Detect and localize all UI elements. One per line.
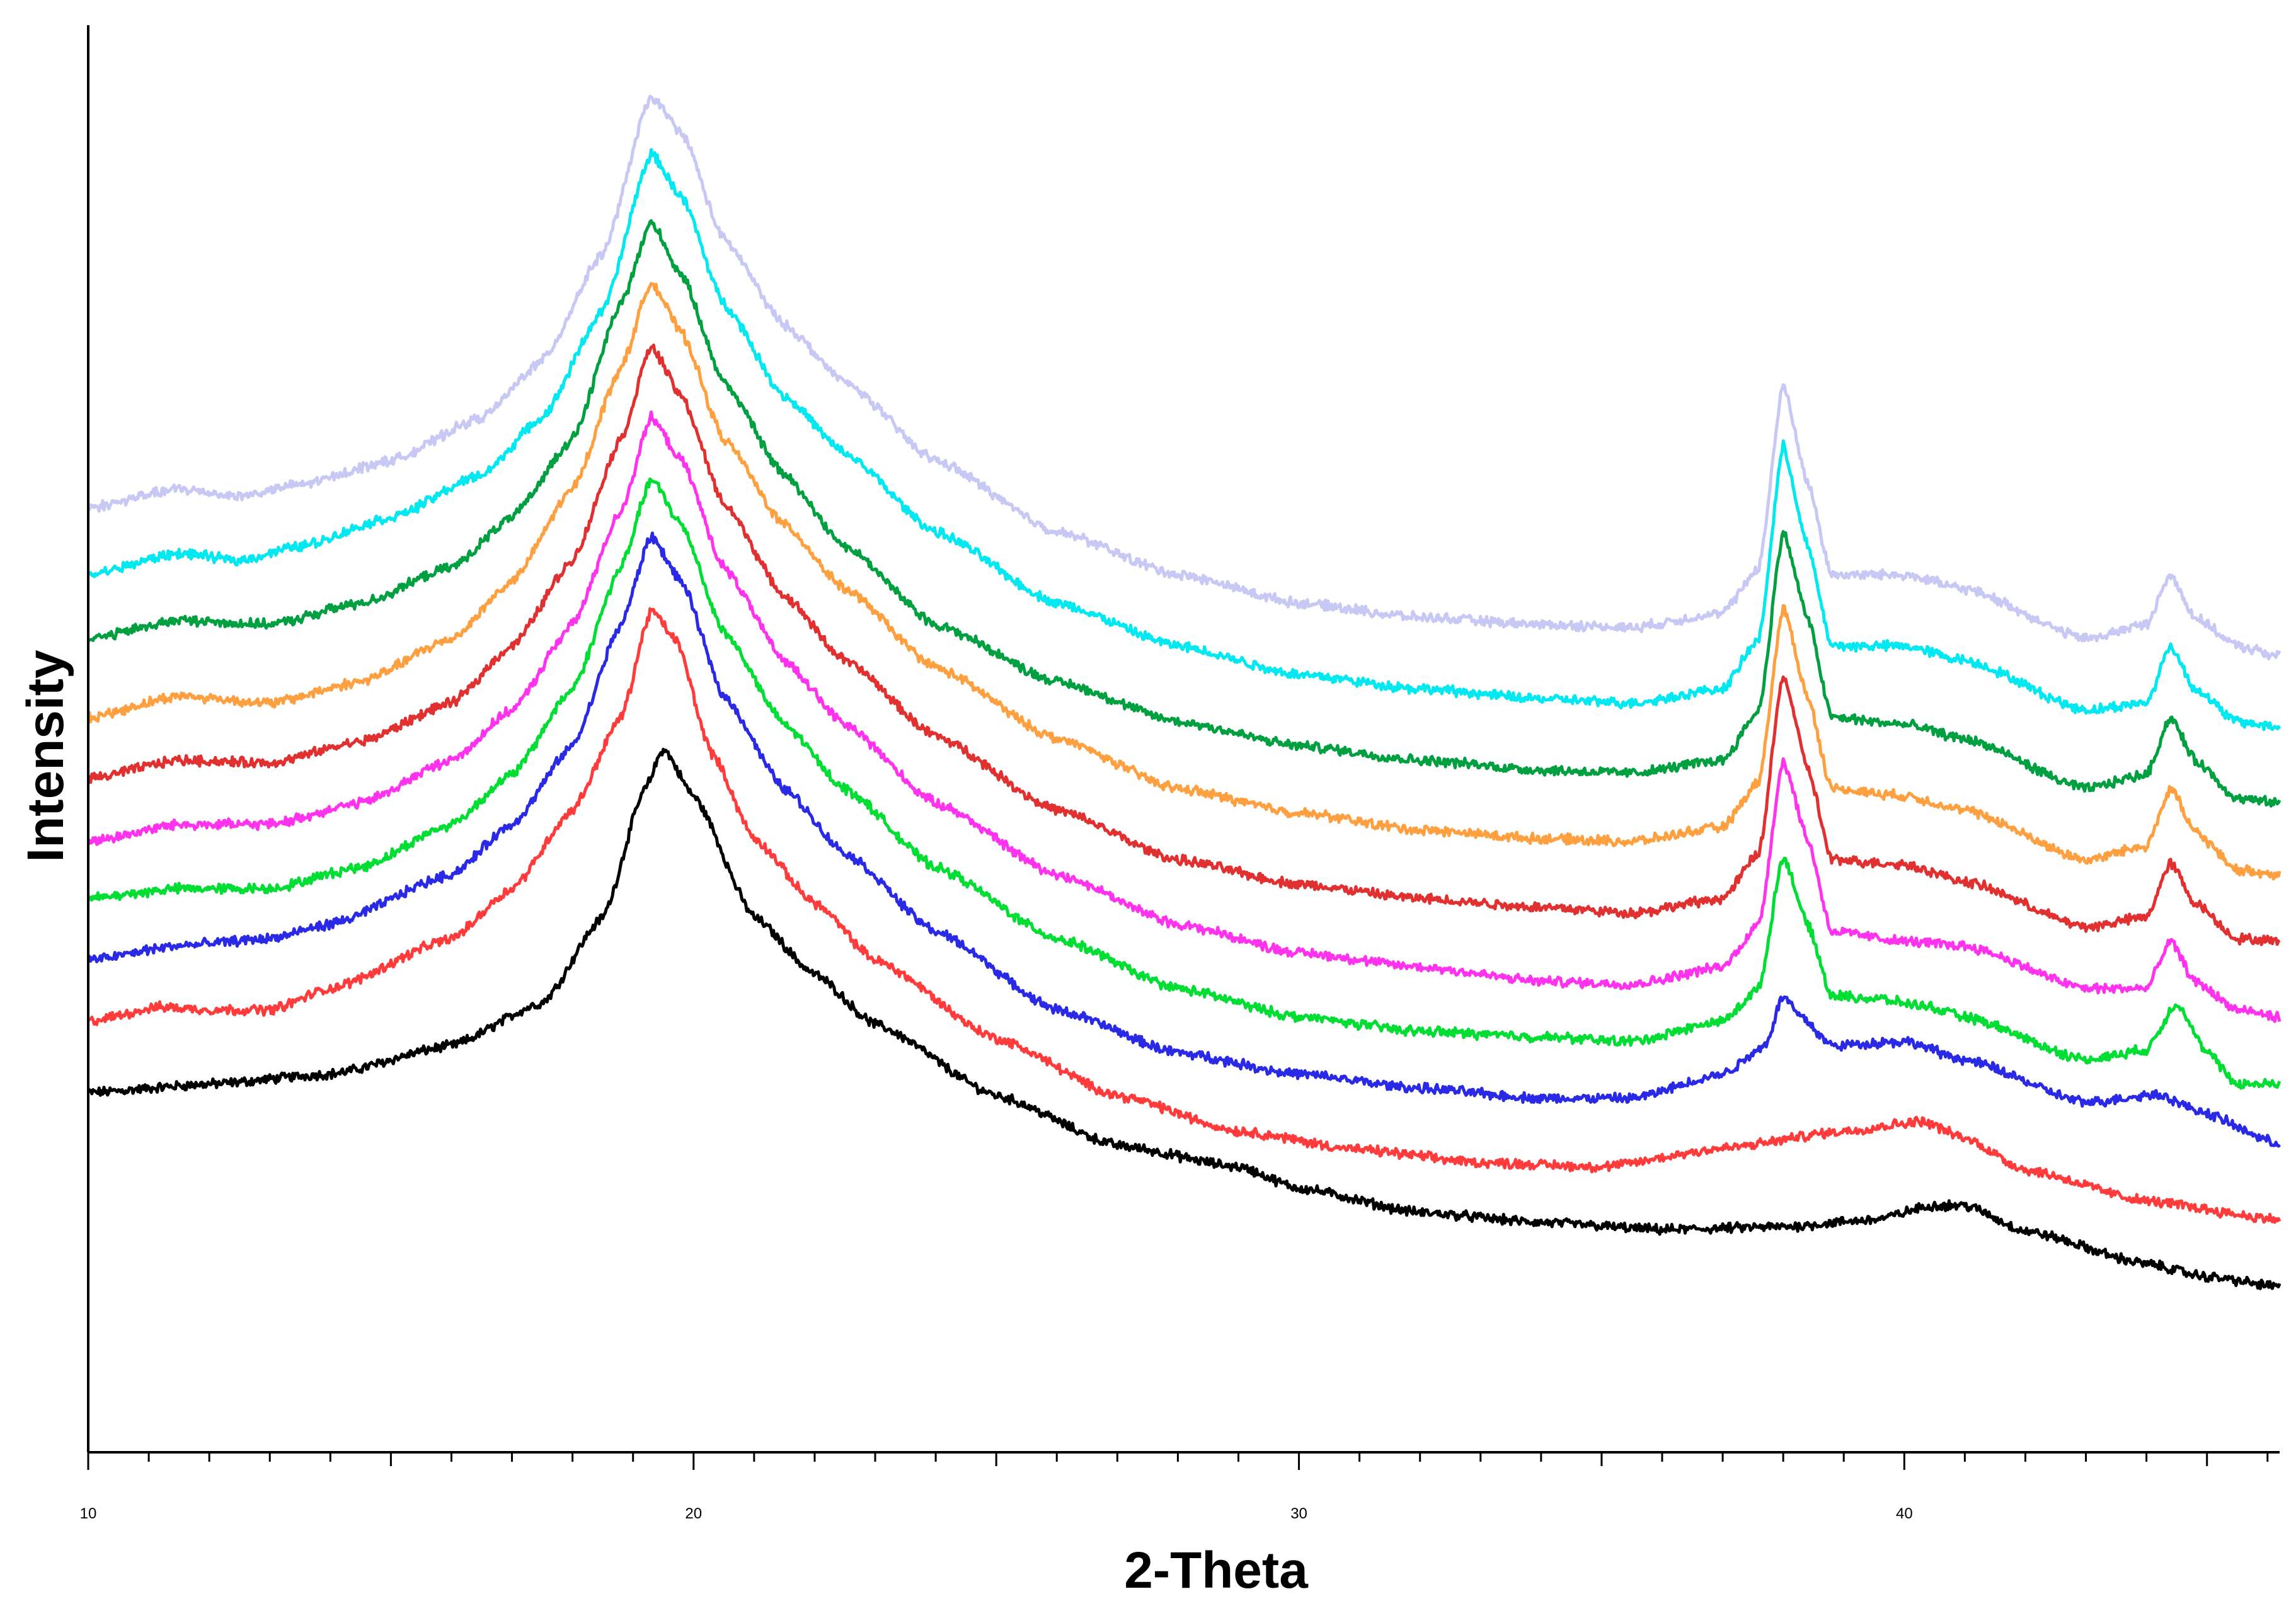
series-line-trace-8 [87, 219, 2282, 808]
x-axis-ticks [87, 1452, 2269, 1470]
series-line-trace-10 [86, 95, 2282, 661]
series-line-trace-5 [86, 410, 2282, 1023]
y-axis-title: Intensity [17, 650, 74, 863]
x-tick-label: 20 [685, 1505, 702, 1522]
x-tick-label: 10 [80, 1505, 97, 1522]
series-line-trace-7 [86, 282, 2282, 881]
x-axis-tick-labels: 10 20 30 40 [80, 1505, 1913, 1522]
x-axis-title: 2-Theta [1124, 1542, 1309, 1599]
x-tick-label: 30 [1290, 1505, 1307, 1522]
series-line-trace-2 [87, 607, 2282, 1224]
series-line-trace-9 [87, 148, 2282, 731]
series-line-trace-6 [86, 343, 2281, 946]
series-line-trace-3 [86, 531, 2281, 1149]
series-line-trace-1 [86, 747, 2282, 1290]
series-layer [86, 95, 2282, 1290]
series-line-trace-4 [87, 477, 2282, 1090]
x-tick-label: 40 [1896, 1505, 1913, 1522]
